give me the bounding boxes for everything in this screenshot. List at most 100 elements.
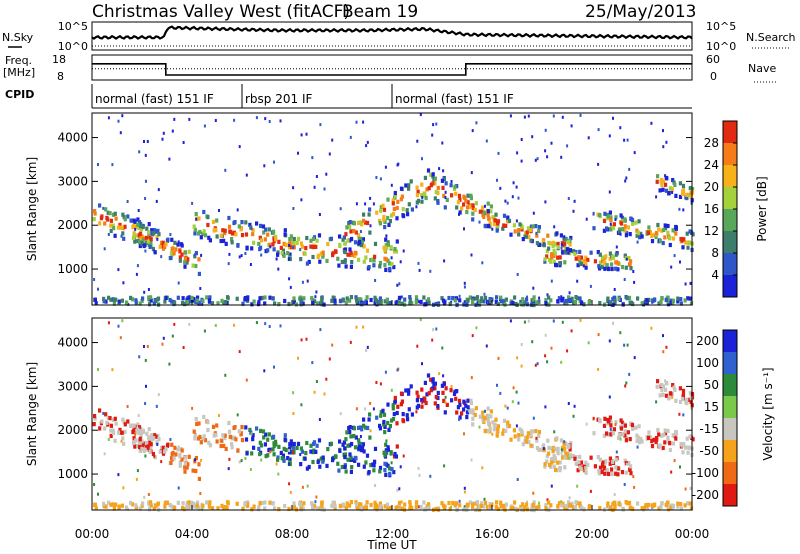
velocity-colorbar-swatch xyxy=(723,396,737,418)
echo-cell xyxy=(378,501,382,506)
echo-cell xyxy=(156,433,160,438)
echo-cell xyxy=(245,502,250,507)
echo-cell xyxy=(400,500,403,504)
echo-cell xyxy=(598,212,602,218)
echo-cell xyxy=(333,506,337,511)
echo-cell xyxy=(230,240,234,245)
echo-cell xyxy=(392,207,396,212)
echo-cell xyxy=(587,341,590,345)
echo-cell xyxy=(515,424,518,428)
echo-cell xyxy=(104,504,108,509)
echo-cell xyxy=(614,423,617,427)
echo-cell xyxy=(623,138,626,142)
echo-cell xyxy=(240,438,245,443)
echo-cell xyxy=(504,502,508,507)
echo-cell xyxy=(330,298,334,303)
echo-cell xyxy=(537,504,541,509)
echo-cell xyxy=(608,134,611,138)
echo-cell xyxy=(378,264,382,269)
echo-cell xyxy=(666,504,670,509)
echo-cell xyxy=(626,138,629,142)
echo-cell xyxy=(626,225,630,230)
echo-cell xyxy=(471,203,475,208)
echo-cell xyxy=(338,439,342,444)
echo-cell xyxy=(198,434,202,440)
echo-cell xyxy=(311,156,314,160)
echo-cell xyxy=(681,388,686,393)
beam-label: Beam 19 xyxy=(342,2,418,22)
echo-cell xyxy=(458,210,462,215)
echo-cell xyxy=(528,432,532,438)
echo-cell xyxy=(372,407,375,411)
echo-cell xyxy=(360,240,365,245)
echo-cell xyxy=(453,503,457,508)
echo-cell xyxy=(442,301,447,306)
echo-cell xyxy=(607,214,611,219)
echo-cell xyxy=(230,231,235,236)
echo-cell xyxy=(537,299,541,304)
echo-cell xyxy=(343,452,348,457)
echo-cell xyxy=(243,296,247,301)
echo-cell xyxy=(567,197,570,200)
echo-cell xyxy=(305,261,309,266)
echo-cell xyxy=(674,430,678,435)
echo-cell xyxy=(258,296,262,301)
echo-cell xyxy=(463,227,465,231)
echo-cell xyxy=(526,500,528,504)
echo-cell xyxy=(191,406,194,410)
echo-cell xyxy=(289,490,292,494)
echo-cell xyxy=(113,211,117,216)
echo-cell xyxy=(462,399,466,404)
echo-cell xyxy=(441,298,446,303)
y-tick-label: 4000 xyxy=(57,131,88,145)
echo-cell xyxy=(484,204,486,208)
echo-cell xyxy=(326,242,330,247)
echo-cell xyxy=(117,268,120,272)
echo-cell xyxy=(443,464,446,468)
echo-cell xyxy=(346,457,350,462)
y-tick-label: 2000 xyxy=(57,423,88,437)
echo-cell xyxy=(337,468,341,473)
echo-cell xyxy=(224,241,228,246)
echo-cell xyxy=(426,373,431,378)
echo-cell xyxy=(628,232,632,237)
echo-cell xyxy=(383,424,387,429)
echo-cell xyxy=(375,503,379,508)
echo-cell xyxy=(396,404,400,409)
echo-cell xyxy=(671,236,676,241)
echo-cell xyxy=(646,230,651,235)
echo-cell xyxy=(399,186,404,191)
echo-cell xyxy=(122,420,126,425)
echo-cell xyxy=(440,296,444,301)
echo-cell xyxy=(384,448,388,453)
echo-cell xyxy=(422,295,426,300)
echo-cell xyxy=(264,117,267,121)
echo-cell xyxy=(244,252,247,255)
echo-cell xyxy=(384,442,388,447)
echo-cell xyxy=(486,406,490,411)
echo-cell xyxy=(197,462,201,467)
echo-cell xyxy=(662,432,666,437)
echo-cell xyxy=(176,447,180,452)
echo-cell xyxy=(311,361,314,365)
echo-cell xyxy=(345,296,349,301)
echo-cell xyxy=(463,432,465,436)
echo-cell xyxy=(602,423,607,428)
echo-cell xyxy=(211,219,216,224)
echo-cell xyxy=(612,321,614,325)
echo-cell xyxy=(504,199,507,203)
echo-cell xyxy=(344,300,348,305)
echo-cell xyxy=(194,417,198,422)
echo-cell xyxy=(274,237,278,242)
echo-cell xyxy=(563,454,567,459)
echo-cell xyxy=(319,123,322,127)
echo-cell xyxy=(395,421,399,426)
echo-cell xyxy=(603,211,607,216)
echo-cell xyxy=(561,115,564,119)
echo-cell xyxy=(131,225,135,230)
echo-cell xyxy=(568,496,571,500)
echo-cell xyxy=(355,120,358,124)
cpid-label: CPID xyxy=(5,88,34,101)
velocity-colorbar-frame xyxy=(722,329,738,507)
echo-cell xyxy=(598,506,602,511)
